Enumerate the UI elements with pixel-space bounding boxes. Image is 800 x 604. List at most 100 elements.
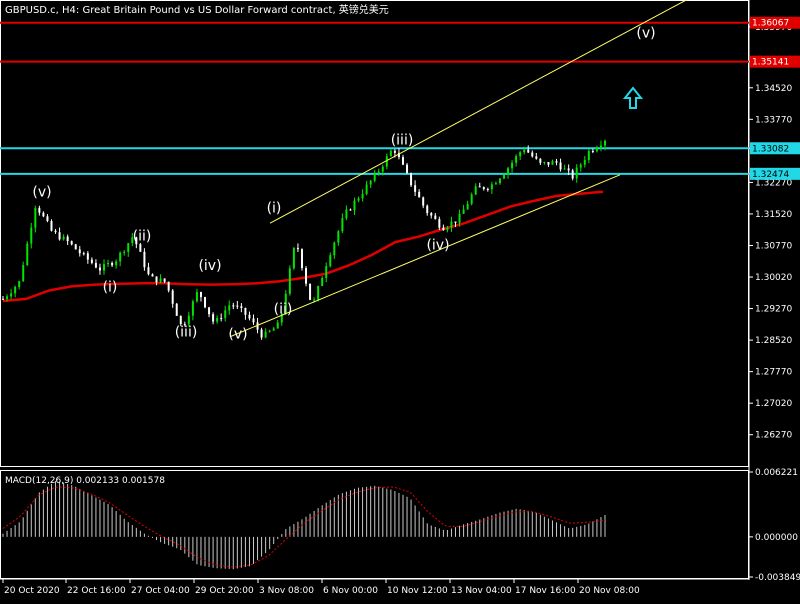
candle xyxy=(167,281,170,293)
candle xyxy=(587,149,590,164)
candle xyxy=(119,251,122,267)
candle xyxy=(260,327,263,340)
candle xyxy=(604,139,606,151)
candle xyxy=(519,150,522,161)
candle xyxy=(414,180,417,196)
candle xyxy=(187,311,190,327)
candle xyxy=(547,162,550,167)
price-tick-label: 1.33770 xyxy=(755,115,792,125)
candle xyxy=(284,290,287,316)
price-tick-label: 1.34520 xyxy=(755,84,792,94)
candle xyxy=(381,164,384,176)
price-tick-label: 1.30770 xyxy=(755,241,792,251)
candle xyxy=(14,285,17,298)
candle xyxy=(175,302,178,316)
candle xyxy=(204,296,207,309)
candle xyxy=(511,160,514,173)
candle xyxy=(240,303,243,313)
candle xyxy=(82,251,85,256)
candle xyxy=(523,146,526,155)
candle xyxy=(34,205,37,233)
candle xyxy=(66,234,69,245)
candle xyxy=(490,181,493,194)
price-tick-label: 1.31520 xyxy=(755,210,792,220)
candle xyxy=(430,212,433,219)
support-price-label: 1.33082 xyxy=(750,142,800,155)
candle xyxy=(555,158,558,166)
svg-text:1.33082: 1.33082 xyxy=(752,144,789,154)
macd-tick-label: 0.000000 xyxy=(755,533,798,543)
time-tick-label: 20 Oct 2020 xyxy=(4,586,60,596)
candle xyxy=(131,232,134,247)
candle xyxy=(567,164,570,176)
candle xyxy=(361,189,364,202)
time-tick-label: 27 Oct 04:00 xyxy=(131,586,190,596)
candle xyxy=(208,307,211,318)
candle xyxy=(507,166,510,179)
candle xyxy=(107,259,110,267)
candle xyxy=(401,154,404,166)
candle xyxy=(438,216,441,231)
moving-average-line xyxy=(2,190,604,303)
candle xyxy=(171,289,174,308)
candle xyxy=(248,311,251,321)
macd-indicator-title: MACD(12,26,9) 0.002133 0.001578 xyxy=(5,476,165,486)
candle xyxy=(90,257,93,265)
candle xyxy=(6,294,9,302)
price-tick-label: 1.28520 xyxy=(755,336,792,346)
candle xyxy=(111,261,114,268)
candle xyxy=(191,299,194,321)
candle xyxy=(535,152,538,160)
candle xyxy=(62,234,65,241)
candle xyxy=(329,252,332,268)
candle xyxy=(531,150,534,158)
candle xyxy=(264,328,267,339)
candle xyxy=(42,211,45,218)
candle xyxy=(58,227,61,241)
chart-symbol-title: GBPUSD.c, H4: Great Britain Pound vs US … xyxy=(5,3,389,16)
candle xyxy=(317,285,320,302)
candle xyxy=(539,158,542,166)
price-tick-label: 1.26270 xyxy=(755,431,792,441)
svg-text:1.35141: 1.35141 xyxy=(752,58,789,68)
candle xyxy=(442,224,445,231)
candle xyxy=(551,159,554,165)
elliott-wave-label: (ii) xyxy=(133,228,152,244)
candle xyxy=(236,300,239,309)
candle xyxy=(159,274,162,284)
channel-upper-line[interactable] xyxy=(269,0,688,224)
candle xyxy=(321,276,324,287)
time-tick-label: 13 Nov 04:00 xyxy=(451,586,512,596)
candle xyxy=(599,140,602,152)
time-tick-label: 29 Oct 20:00 xyxy=(195,586,254,596)
candle xyxy=(341,213,344,234)
candle xyxy=(369,179,372,189)
candle xyxy=(426,204,429,216)
candle xyxy=(220,313,223,322)
candle xyxy=(377,168,380,176)
candle xyxy=(349,208,352,211)
candle xyxy=(365,180,368,196)
up-arrow-icon xyxy=(622,86,644,109)
candle xyxy=(450,216,453,232)
candle xyxy=(422,196,425,209)
candle xyxy=(462,204,465,214)
elliott-wave-label: (iv) xyxy=(426,237,449,253)
candle xyxy=(26,241,29,266)
elliott-wave-label: (v) xyxy=(636,26,655,42)
candle xyxy=(434,213,437,220)
candle xyxy=(579,162,582,172)
candle xyxy=(228,300,231,315)
candle xyxy=(46,214,49,223)
candle xyxy=(563,164,566,170)
candle xyxy=(527,145,530,154)
elliott-wave-label: (v) xyxy=(32,185,51,201)
candle xyxy=(155,276,158,286)
support-price-label: 1.32474 xyxy=(750,167,800,180)
time-tick-label: 3 Nov 08:00 xyxy=(259,586,314,596)
channel-lower-line[interactable] xyxy=(229,174,621,338)
elliott-wave-label: (ii) xyxy=(274,302,293,318)
